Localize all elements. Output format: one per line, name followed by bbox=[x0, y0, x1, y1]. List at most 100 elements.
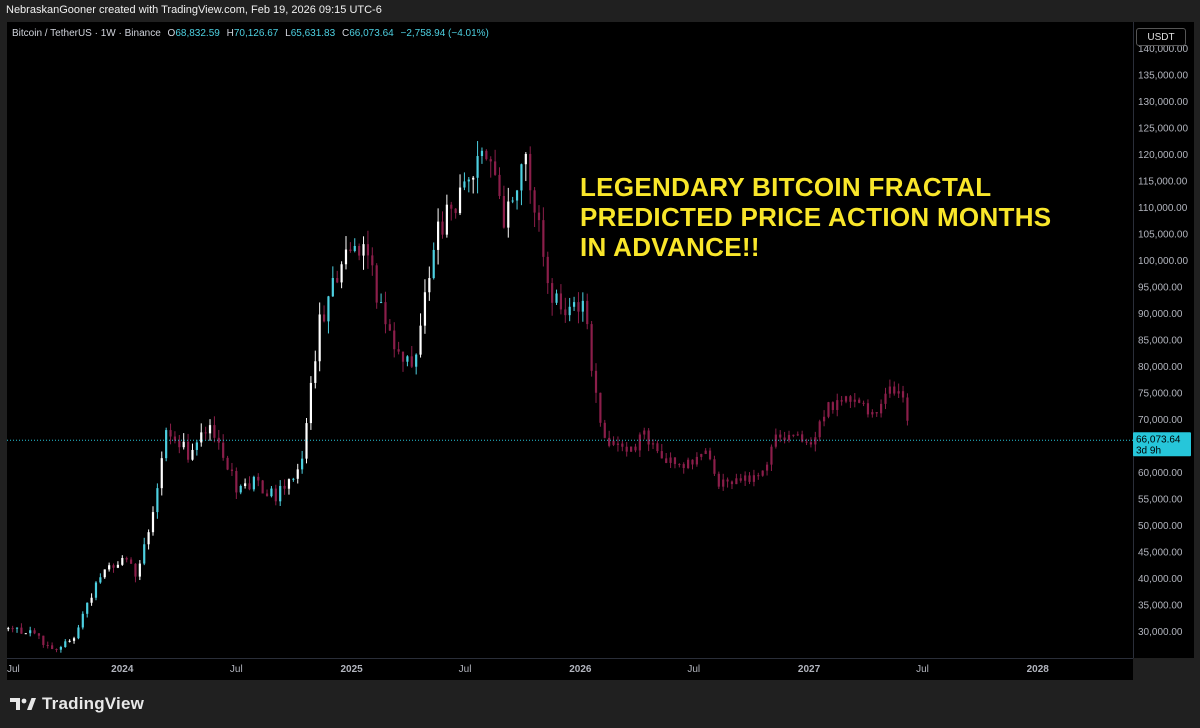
candle-body bbox=[542, 220, 545, 257]
price-tick-label: 90,000.00 bbox=[1138, 309, 1183, 320]
projection-candle-body bbox=[818, 421, 821, 438]
projection-candle-body bbox=[862, 402, 865, 404]
candle-body bbox=[353, 245, 356, 252]
candle-body bbox=[594, 370, 598, 393]
candle-body bbox=[572, 302, 576, 307]
annotation-line-1: LEGENDARY BITCOIN FRACTAL bbox=[580, 172, 992, 202]
candle-body bbox=[296, 469, 299, 479]
ohlc-legend: Bitcoin / TetherUS · 1W · Binance O68,83… bbox=[12, 28, 489, 39]
candle-body bbox=[546, 256, 549, 284]
candle-body bbox=[239, 485, 242, 493]
candle-body bbox=[129, 559, 133, 564]
candle-body bbox=[301, 458, 304, 470]
candle-body bbox=[37, 633, 41, 636]
price-tick-label: 60,000.00 bbox=[1138, 468, 1183, 479]
price-tick-label: 140,000.00 bbox=[1138, 44, 1188, 55]
candle-body bbox=[608, 437, 611, 446]
candle-body bbox=[257, 476, 260, 481]
time-tick-label: Jul bbox=[7, 664, 20, 675]
candle-body bbox=[318, 314, 321, 362]
projection-candle-body bbox=[730, 481, 734, 485]
footer-bar: TradingView bbox=[0, 680, 1200, 728]
projection-candle-body bbox=[748, 475, 751, 482]
projection-candle-body bbox=[735, 478, 738, 485]
projection-candle-body bbox=[814, 437, 817, 445]
candle-body bbox=[327, 296, 330, 322]
candle-body bbox=[454, 208, 457, 214]
candle-body bbox=[331, 278, 334, 297]
price-axis[interactable] bbox=[1133, 22, 1194, 658]
candle-body bbox=[384, 302, 387, 325]
tradingview-brand[interactable]: TradingView bbox=[10, 694, 144, 714]
projection-candle-body bbox=[796, 434, 799, 436]
projection-candle-body bbox=[700, 454, 703, 457]
price-tick-label: 110,000.00 bbox=[1138, 203, 1188, 214]
candle-body bbox=[59, 646, 62, 650]
projection-candle-body bbox=[726, 479, 729, 482]
candle-body bbox=[559, 293, 563, 310]
price-tick-label: 120,000.00 bbox=[1138, 150, 1188, 161]
candle-body bbox=[537, 212, 541, 221]
candle-body bbox=[147, 532, 150, 545]
projection-candle-body bbox=[783, 437, 786, 441]
candle-body bbox=[186, 441, 190, 460]
candle-body bbox=[200, 432, 203, 443]
projection-candle-body bbox=[840, 400, 843, 402]
candle-body bbox=[265, 493, 269, 497]
candle-body bbox=[29, 630, 32, 634]
candle-body bbox=[344, 249, 348, 265]
projection-candle-body bbox=[660, 451, 663, 459]
candle-body bbox=[515, 190, 519, 201]
last-price-label: 66,073.64 bbox=[1136, 434, 1181, 445]
candle-body bbox=[51, 645, 54, 650]
price-tick-label: 30,000.00 bbox=[1138, 627, 1183, 638]
candle-body bbox=[191, 449, 194, 460]
price-tick-label: 40,000.00 bbox=[1138, 574, 1183, 585]
projection-candle-body bbox=[901, 391, 905, 398]
candle-body bbox=[441, 221, 444, 235]
candle-body bbox=[415, 354, 418, 367]
projection-candle-body bbox=[875, 412, 878, 414]
candle-body bbox=[428, 278, 431, 293]
candle-body bbox=[195, 442, 198, 450]
projection-candle-body bbox=[708, 450, 712, 460]
candle-body bbox=[340, 264, 343, 283]
projection-candle-body bbox=[621, 443, 624, 447]
candle-body bbox=[410, 356, 413, 367]
projection-candle-body bbox=[866, 403, 870, 415]
projection-candle-body bbox=[669, 457, 672, 463]
candle-body bbox=[397, 349, 400, 352]
time-axis[interactable] bbox=[7, 658, 1133, 681]
low-label: L bbox=[285, 28, 291, 39]
candle-body bbox=[261, 480, 264, 494]
projection-candle-body bbox=[752, 475, 756, 482]
candle-body bbox=[393, 330, 396, 350]
candle-body bbox=[55, 649, 58, 651]
candle-body bbox=[358, 245, 361, 256]
time-tick-label: Jul bbox=[459, 664, 472, 675]
projection-candle-body bbox=[612, 440, 615, 445]
projection-candle-body bbox=[673, 457, 677, 465]
brand-name: TradingView bbox=[42, 694, 145, 713]
projection-candle-body bbox=[770, 446, 773, 465]
candle-body bbox=[362, 244, 365, 256]
candle-body bbox=[577, 302, 580, 312]
candle-body bbox=[322, 314, 326, 322]
candle-body bbox=[173, 436, 177, 441]
price-tick-label: 115,000.00 bbox=[1138, 177, 1188, 188]
projection-candle-body bbox=[906, 397, 909, 421]
time-tick-label: Jul bbox=[687, 664, 700, 675]
candle-body bbox=[64, 641, 67, 647]
candle-body bbox=[432, 249, 435, 279]
projection-candle-body bbox=[722, 479, 725, 487]
currency-button[interactable]: USDT bbox=[1136, 28, 1186, 46]
candle-body bbox=[235, 470, 238, 493]
candle-body bbox=[72, 638, 76, 641]
chart-area[interactable] bbox=[7, 22, 1133, 658]
projection-candle-body bbox=[704, 450, 707, 455]
projection-candle-body bbox=[744, 475, 747, 481]
candles-group bbox=[7, 141, 909, 653]
symbol-title[interactable]: Bitcoin / TetherUS · 1W · Binance bbox=[12, 28, 161, 39]
candle-body bbox=[379, 302, 383, 304]
